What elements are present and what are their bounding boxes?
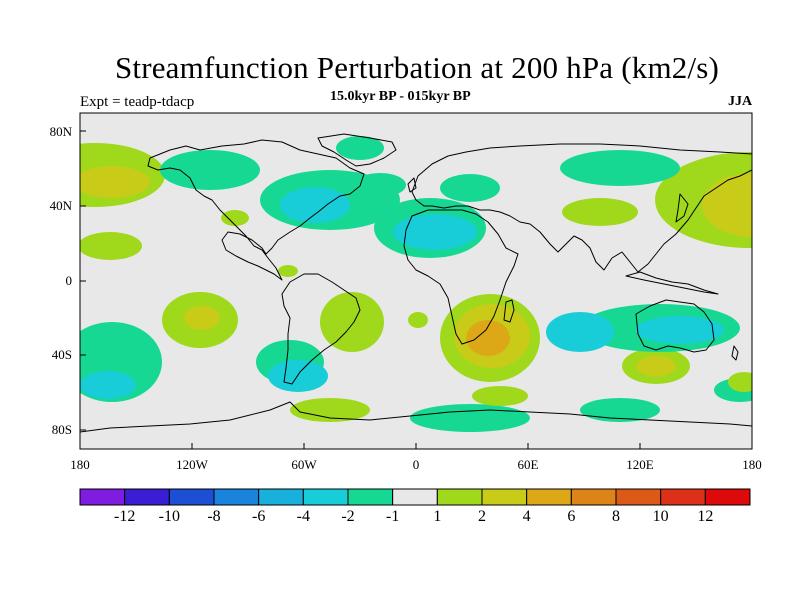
colorbar-label: 10 bbox=[652, 508, 669, 525]
map-field bbox=[80, 113, 752, 449]
lat-label-40s: 40S bbox=[51, 347, 72, 362]
colorbar-label: -2 bbox=[341, 508, 355, 525]
colorbar-swatch bbox=[526, 488, 572, 506]
colorbar-swatch bbox=[481, 488, 528, 506]
colorbar-label: -6 bbox=[251, 508, 266, 525]
coast-madagascar bbox=[503, 299, 515, 323]
field-region-neg1 bbox=[160, 150, 260, 190]
field-region-neg2 bbox=[80, 371, 136, 399]
field-region-pos2 bbox=[184, 306, 220, 330]
colorbar-label: -12 bbox=[113, 508, 136, 525]
lon-label-0: 0 bbox=[412, 457, 420, 472]
colorbar-label: -10 bbox=[158, 508, 180, 525]
colorbar-label: -8 bbox=[207, 508, 221, 525]
lat-label-80s: 80S bbox=[51, 422, 72, 437]
field-region-neg2 bbox=[546, 312, 614, 352]
colorbar-label: 1 bbox=[433, 508, 442, 525]
field-region-pos2 bbox=[80, 166, 150, 198]
colorbar-label: 2 bbox=[478, 508, 486, 525]
lat-label-40n: 40N bbox=[49, 198, 72, 213]
coastlines bbox=[80, 133, 752, 433]
coast-greenland bbox=[317, 133, 397, 167]
field-region-pos2 bbox=[702, 173, 752, 237]
field-region-neg2 bbox=[636, 316, 724, 344]
colorbar bbox=[79, 488, 751, 506]
coast-new-zealand bbox=[731, 345, 739, 361]
colorbar-swatch bbox=[615, 488, 662, 506]
lon-label-60e: 60E bbox=[517, 457, 539, 472]
field-region-neg2 bbox=[268, 360, 328, 392]
colorbar-label: 8 bbox=[612, 508, 620, 525]
field-region-pos1 bbox=[290, 398, 370, 422]
colorbar-label: 4 bbox=[522, 508, 531, 525]
field-region-pos2 bbox=[636, 356, 676, 376]
colorbar-swatch bbox=[436, 488, 483, 506]
lon-label-120w: 120W bbox=[176, 457, 208, 472]
field-region-neg1 bbox=[560, 150, 680, 186]
colorbar-swatch bbox=[660, 488, 706, 506]
field-region-neg2 bbox=[280, 187, 350, 223]
chart-title: Streamfunction Perturbation at 200 hPa (… bbox=[114, 50, 720, 85]
field-region-pos1 bbox=[408, 312, 428, 328]
coast-eurasia bbox=[411, 143, 752, 273]
field-region-pos4 bbox=[466, 320, 510, 356]
field-region-neg1 bbox=[354, 173, 406, 197]
field-region-neg2 bbox=[393, 214, 477, 250]
colorbar-swatch bbox=[79, 488, 126, 506]
field-region-neg1 bbox=[440, 174, 500, 202]
field-region-pos1 bbox=[80, 232, 142, 260]
colorbar-label: -4 bbox=[296, 508, 310, 525]
field-region-pos1 bbox=[320, 292, 384, 352]
coast-north-america bbox=[147, 139, 365, 281]
coast-antarctica bbox=[80, 401, 752, 433]
colorbar-swatch bbox=[168, 488, 215, 506]
lon-label-180w: 180 bbox=[70, 457, 90, 472]
colorbar-label: 12 bbox=[697, 508, 714, 525]
coast-uk bbox=[407, 177, 417, 193]
colorbar-swatch bbox=[258, 488, 304, 506]
coast-japan bbox=[675, 193, 689, 223]
field-region-pos1 bbox=[728, 372, 752, 392]
coast-south-america bbox=[281, 273, 361, 385]
field-region-pos1 bbox=[562, 198, 638, 226]
field-region-neg1 bbox=[580, 398, 660, 422]
field-region-neg1 bbox=[336, 136, 384, 160]
chart-subtitle: 15.0kyr BP - 015kyr BP bbox=[330, 89, 471, 104]
map-ticks bbox=[80, 130, 641, 449]
field-region-pos1 bbox=[278, 265, 298, 277]
lat-label-0: 0 bbox=[65, 273, 73, 288]
lon-label-180e: 180 bbox=[742, 457, 762, 472]
season-label: JJA bbox=[728, 94, 753, 109]
coast-africa bbox=[403, 209, 519, 345]
colorbar-swatch bbox=[570, 488, 617, 506]
lon-label-120e: 120E bbox=[626, 457, 654, 472]
colorbar-label: -1 bbox=[385, 508, 400, 525]
colorbar-label: 6 bbox=[567, 508, 576, 525]
lon-label-60w: 60W bbox=[291, 457, 317, 472]
lat-label-80n: 80N bbox=[49, 124, 72, 139]
coast-indonesia bbox=[625, 271, 719, 295]
colorbar-swatch bbox=[347, 488, 394, 506]
field-region-neg1 bbox=[410, 404, 530, 432]
colorbar-swatch bbox=[124, 488, 170, 506]
colorbar-swatch bbox=[213, 488, 260, 506]
field-region-pos1 bbox=[221, 210, 249, 226]
field-region-pos1 bbox=[472, 386, 528, 406]
colorbar-swatch bbox=[392, 488, 438, 506]
coast-australia bbox=[635, 299, 715, 353]
colorbar-swatch bbox=[704, 488, 751, 506]
colorbar-swatch bbox=[302, 488, 349, 506]
experiment-label: Expt = teadp-tdacp bbox=[80, 94, 195, 110]
